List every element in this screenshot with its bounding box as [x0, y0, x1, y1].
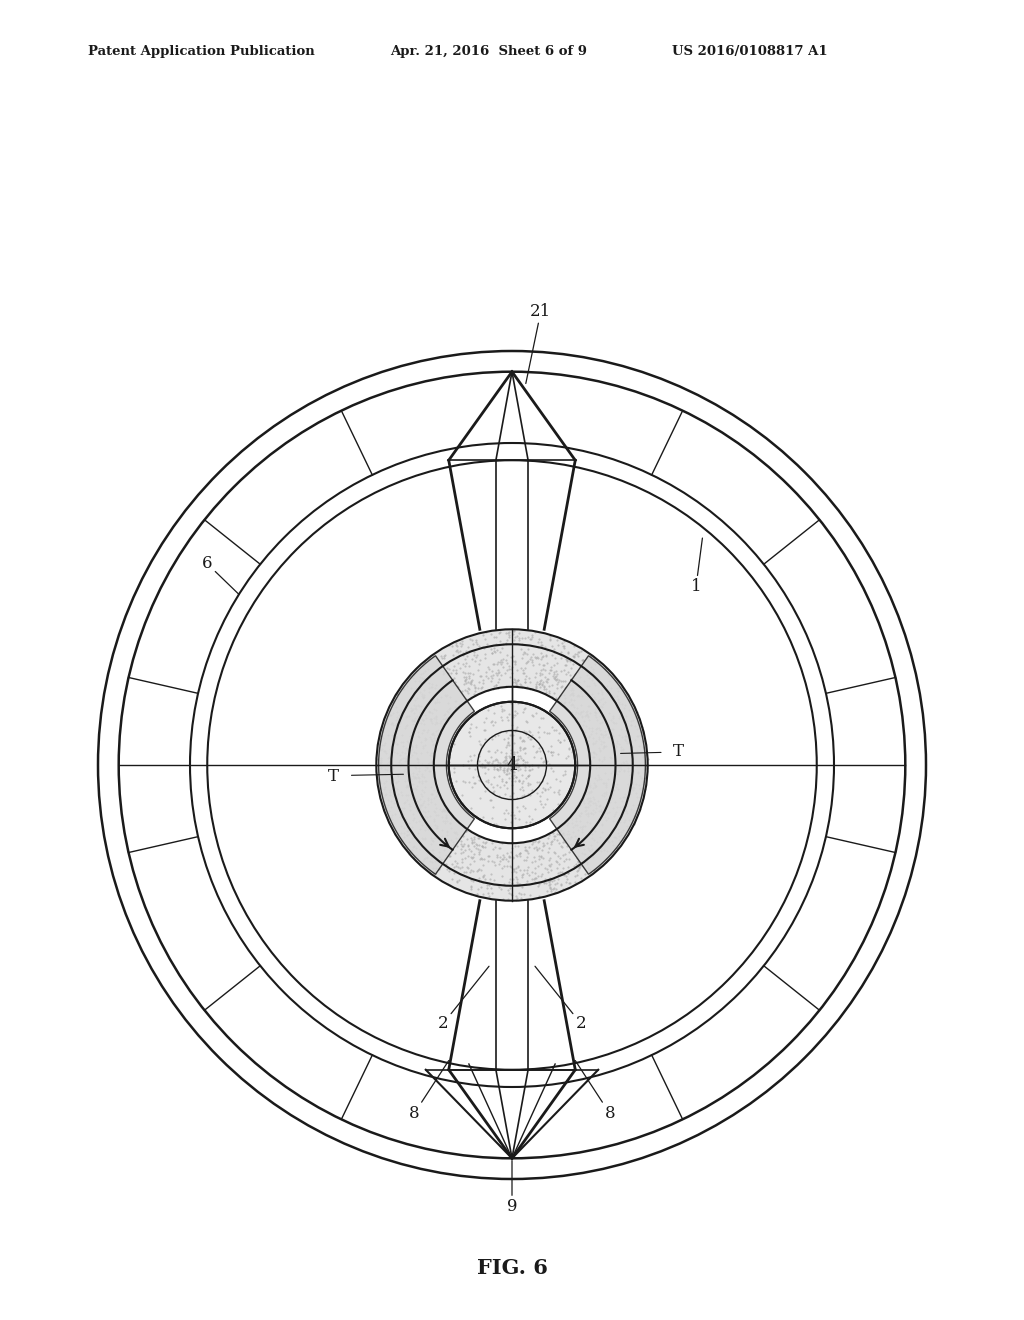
Text: T: T — [673, 743, 684, 760]
Text: 21: 21 — [525, 304, 551, 384]
Polygon shape — [379, 656, 474, 874]
Text: 2: 2 — [437, 966, 489, 1032]
Circle shape — [376, 630, 648, 900]
Text: 6: 6 — [202, 556, 239, 594]
Text: 8: 8 — [575, 1060, 615, 1122]
Text: 4: 4 — [506, 756, 518, 774]
Text: Patent Application Publication: Patent Application Publication — [88, 45, 314, 58]
Polygon shape — [550, 656, 645, 874]
Text: FIG. 6: FIG. 6 — [476, 1258, 548, 1278]
Text: 2: 2 — [535, 966, 587, 1032]
Circle shape — [449, 702, 575, 828]
Text: T: T — [329, 768, 339, 785]
Circle shape — [434, 686, 590, 843]
Text: 9: 9 — [507, 1160, 517, 1216]
Text: 1: 1 — [690, 539, 702, 595]
Text: 8: 8 — [409, 1060, 449, 1122]
Text: US 2016/0108817 A1: US 2016/0108817 A1 — [672, 45, 827, 58]
Text: Apr. 21, 2016  Sheet 6 of 9: Apr. 21, 2016 Sheet 6 of 9 — [390, 45, 587, 58]
